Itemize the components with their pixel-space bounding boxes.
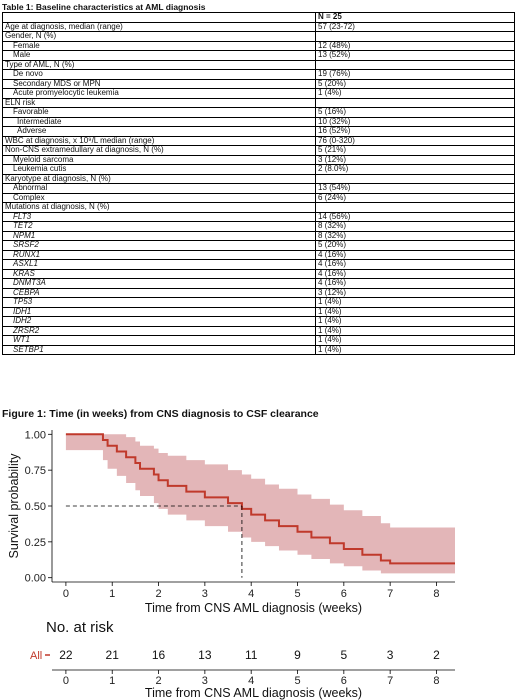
y-axis-label: Survival probability xyxy=(7,453,21,559)
row-value: 1 (4%) xyxy=(315,344,515,355)
table-title: Table 1: Baseline characteristics at AML… xyxy=(2,2,206,12)
risk-x-tick-label: 3 xyxy=(202,675,208,687)
risk-count: 9 xyxy=(294,648,301,662)
y-tick-label: 0.25 xyxy=(25,537,46,549)
risk-count: 16 xyxy=(152,648,166,662)
risk-count: 2 xyxy=(433,648,440,662)
km-axes: 0.00 0.25 0.50 0.75 1.00 0 1 2 3 4 5 6 7 8 Time from C… xyxy=(7,429,455,615)
risk-count: 21 xyxy=(106,648,120,662)
ci-band xyxy=(65,434,456,574)
ci-band-layer xyxy=(65,434,456,574)
risk-table: No. at risk All 22 0 21 1 16 2 13 3 11 4 9 5 5 6 3 7 2 8 Tim… xyxy=(30,619,455,700)
risk-table-title: No. at risk xyxy=(46,619,114,636)
x-tick-label: 8 xyxy=(433,588,439,600)
baseline-table: N = 25 Age at diagnosis, median (range) 5… xyxy=(2,12,515,355)
x-tick-label: 2 xyxy=(155,588,161,600)
risk-x-tick-label: 5 xyxy=(294,675,300,687)
x-tick-label: 3 xyxy=(202,588,208,600)
x-tick-label: 0 xyxy=(63,588,69,600)
risk-x-tick-label: 6 xyxy=(341,675,347,687)
x-tick-label: 5 xyxy=(294,588,300,600)
y-tick-label: 0.50 xyxy=(25,501,46,513)
risk-count: 3 xyxy=(387,648,394,662)
median-lines xyxy=(65,505,243,578)
risk-x-tick-label: 2 xyxy=(155,675,161,687)
risk-x-tick-label: 7 xyxy=(387,675,393,687)
figure-title: Figure 1: Time (in weeks) from CNS diagn… xyxy=(2,408,319,420)
table-row: SETBP1 1 (4%) xyxy=(2,344,515,355)
risk-x-tick-label: 1 xyxy=(109,675,115,687)
x-tick-label: 6 xyxy=(341,588,347,600)
risk-x-tick-label: 8 xyxy=(433,675,439,687)
risk-count: 11 xyxy=(245,648,258,662)
risk-row-label: All xyxy=(30,650,42,662)
risk-count: 22 xyxy=(59,648,73,662)
x-axis-label: Time from CNS AML diagnosis (weeks) xyxy=(145,601,362,615)
x-tick-label: 7 xyxy=(387,588,393,600)
x-tick-label: 4 xyxy=(248,588,254,600)
y-tick-label: 0.00 xyxy=(25,573,46,585)
y-tick-label: 1.00 xyxy=(25,429,46,441)
km-curve xyxy=(65,433,455,565)
risk-count: 13 xyxy=(198,648,212,662)
x-tick-label: 1 xyxy=(109,588,115,600)
risk-count: 5 xyxy=(340,648,347,662)
risk-x-tick-label: 4 xyxy=(248,675,254,687)
risk-x-tick-label: 0 xyxy=(63,675,69,687)
risk-x-axis-label: Time from CNS AML diagnosis (weeks) xyxy=(145,686,362,700)
km-curve-layer xyxy=(65,433,455,565)
y-tick-label: 0.75 xyxy=(25,465,46,477)
